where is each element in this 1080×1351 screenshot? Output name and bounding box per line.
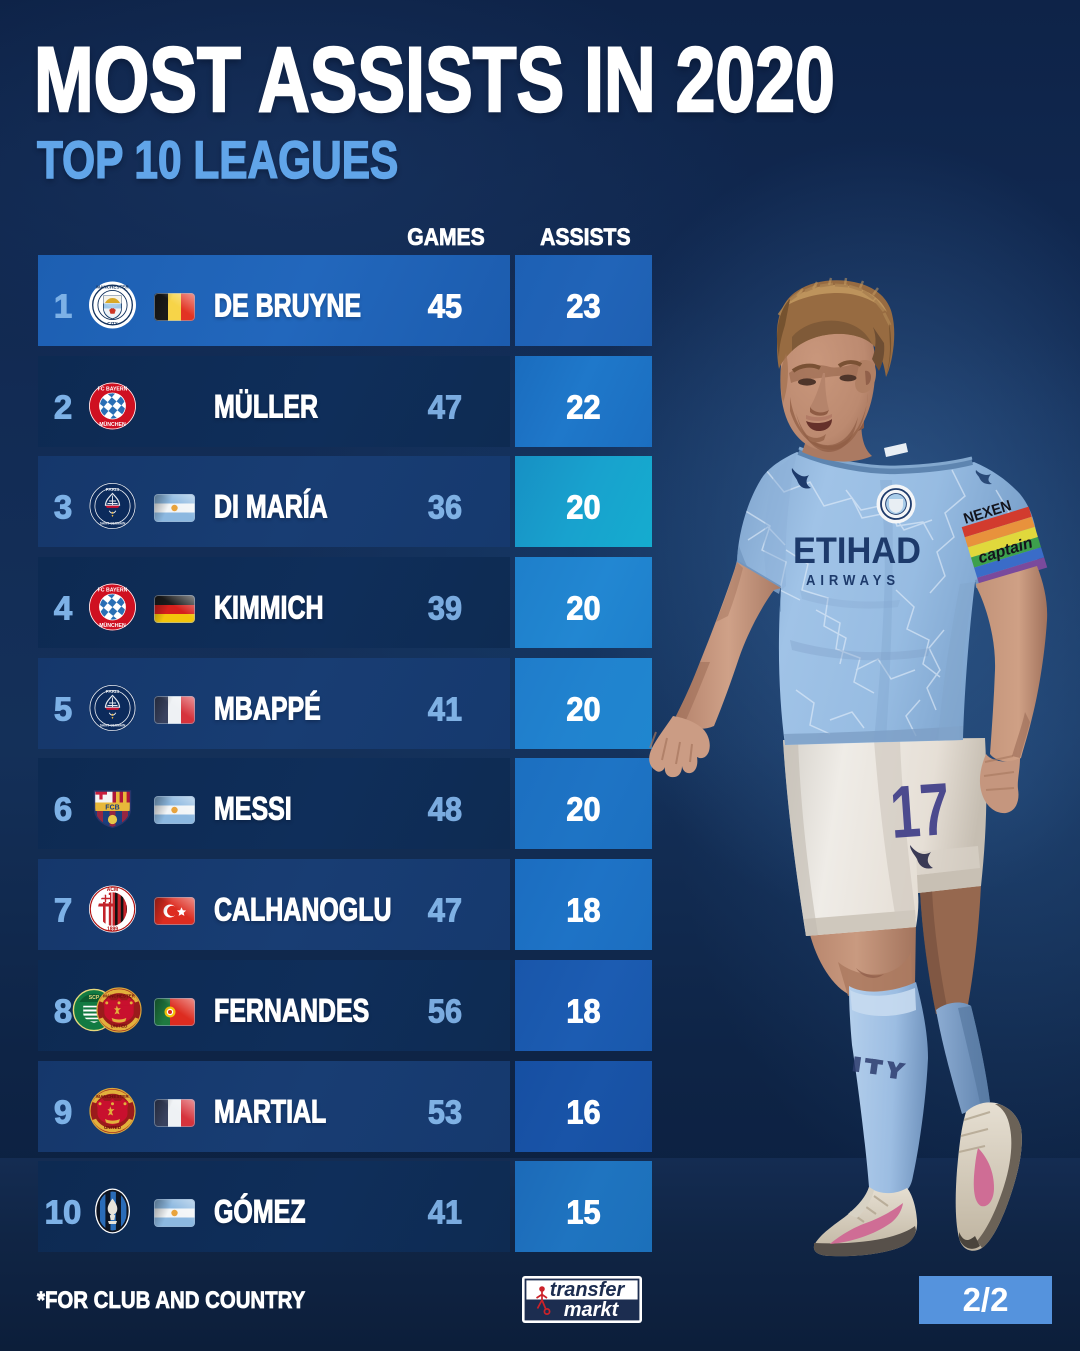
svg-text:17: 17 <box>888 767 953 854</box>
svg-text:MANCHESTER: MANCHESTER <box>96 1094 129 1099</box>
svg-text:FCB: FCB <box>105 804 119 811</box>
svg-text:ACM: ACM <box>107 886 118 892</box>
svg-text:FC BAYERN: FC BAYERN <box>98 587 128 593</box>
svg-text:UNITED: UNITED <box>111 1023 129 1028</box>
svg-text:FC BAYERN: FC BAYERN <box>98 386 128 392</box>
svg-text:MÜNCHEN: MÜNCHEN <box>99 622 126 629</box>
svg-text:1899: 1899 <box>107 926 118 932</box>
svg-text:ETIHAD: ETIHAD <box>793 530 921 571</box>
svg-text:MANCHESTER: MANCHESTER <box>103 993 136 998</box>
svg-text:AIRWAYS: AIRWAYS <box>806 572 900 588</box>
svg-text:SAINT-GERMAIN: SAINT-GERMAIN <box>100 521 126 525</box>
svg-text:transfer: transfer <box>550 1279 626 1301</box>
svg-text:CITY: CITY <box>107 321 117 326</box>
svg-text:SAINT-GERMAIN: SAINT-GERMAIN <box>100 723 126 727</box>
svg-text:PARIS: PARIS <box>106 486 120 491</box>
svg-text:markt: markt <box>564 1299 620 1321</box>
svg-text:PARIS: PARIS <box>106 688 120 693</box>
svg-text:UNITED: UNITED <box>104 1125 122 1130</box>
svg-text:SCP: SCP <box>89 995 100 1001</box>
svg-text:MANCHESTER: MANCHESTER <box>96 284 129 289</box>
svg-text:MÜNCHEN: MÜNCHEN <box>99 421 126 428</box>
